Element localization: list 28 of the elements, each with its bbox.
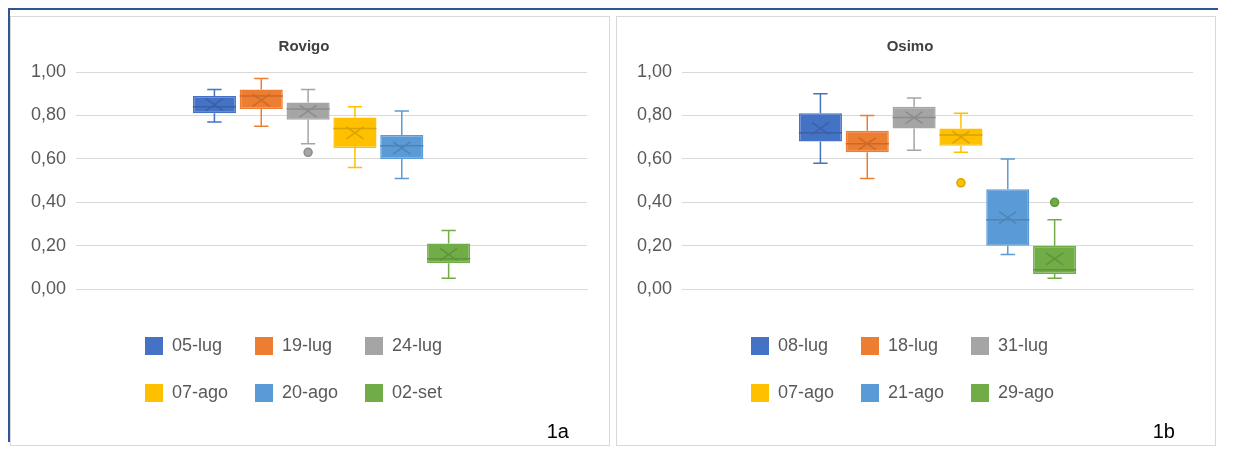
y-tick-label: 0,20 [30,234,67,255]
y-tick-label: 0,40 [636,191,673,212]
legend-label: 05-lug [172,335,223,356]
chart-title: Rovigo [278,37,330,55]
legend-label: 18-lug [888,335,939,356]
y-tick-label: 0,80 [30,104,67,125]
y-tick-label: 0,20 [636,234,673,255]
legend-label: 24-lug [392,335,443,356]
y-tick-label: 0,40 [30,191,67,212]
chart-title: Osimo [886,37,934,55]
y-tick-label: 0,60 [636,147,673,168]
legend-label: 31-lug [998,335,1049,356]
legend-label: 19-lug [282,335,333,356]
legend-label: 07-ago [172,382,229,403]
y-tick-label: 0,00 [636,278,673,299]
legend-label: 08-lug [778,335,829,356]
y-tick-label: 0,80 [636,104,673,125]
legend-label: 02-set [392,382,443,403]
y-tick-label: 0,60 [30,147,67,168]
text: 1a [546,420,569,443]
legend-label: 07-ago [778,382,835,403]
legend-label: 29-ago [998,382,1055,403]
y-tick-label: 0,00 [30,278,67,299]
y-tick-label: 1,00 [636,60,673,81]
text: 1b [1152,420,1175,443]
legend-label: 20-ago [282,382,339,403]
legend-label: 21-ago [888,382,945,403]
y-tick-label: 1,00 [30,60,67,81]
